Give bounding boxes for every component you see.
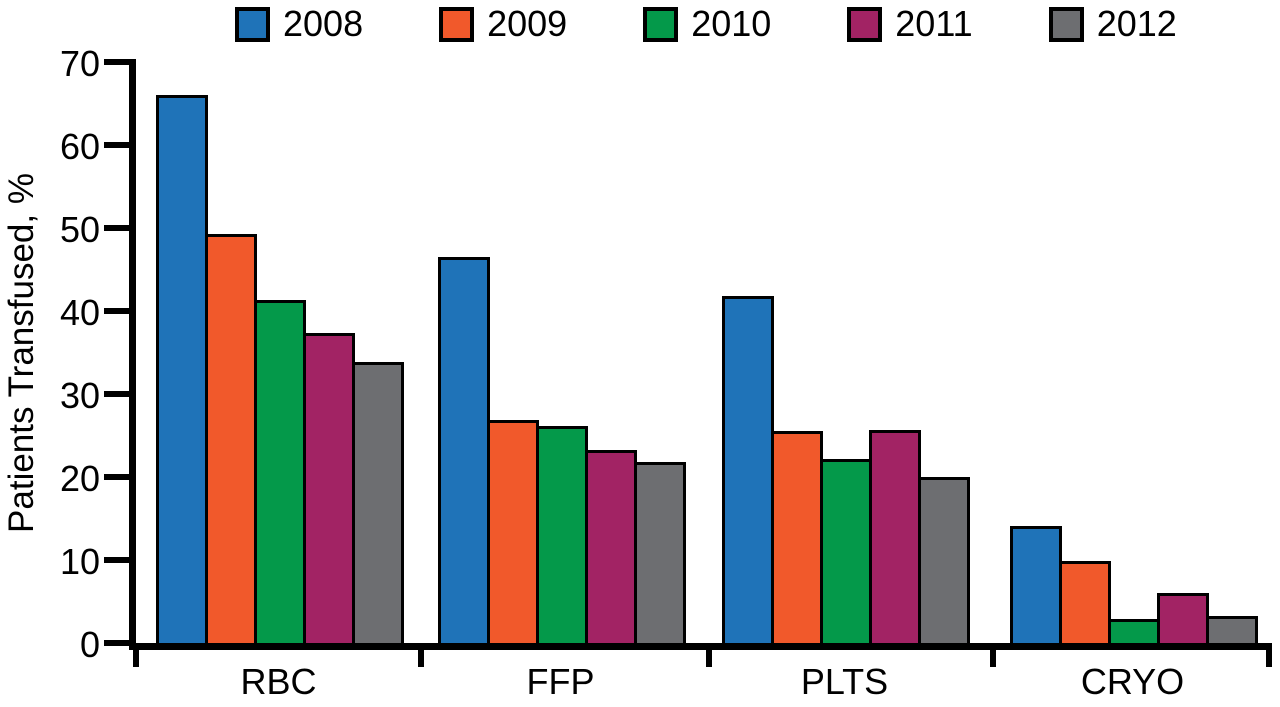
bar-2009-RBC: [205, 234, 257, 646]
y-tick-label-20: 20: [59, 458, 100, 499]
category-label-PLTS: PLTS: [800, 661, 889, 702]
x-tick-2: [706, 650, 712, 667]
y-tick-60: [104, 142, 130, 148]
legend-swatch-2009: [439, 6, 475, 42]
bar-2011-PLTS: [869, 430, 921, 646]
bar-2012-RBC: [352, 362, 404, 646]
category-label-FFP: FFP: [526, 661, 595, 702]
y-tick-70: [104, 59, 130, 65]
y-tick-10: [104, 557, 130, 563]
bar-2011-CRYO: [1157, 593, 1209, 646]
x-tick-0: [133, 650, 139, 667]
legend-swatch-2012: [1048, 6, 1084, 42]
x-axis-line: [129, 643, 1272, 650]
bar-2008-RBC: [156, 95, 208, 646]
y-tick-label-0: 0: [79, 624, 100, 665]
legend-item-2010: 2010: [643, 6, 771, 42]
legend-label-2011: 2011: [895, 3, 973, 44]
bar-2012-FFP: [634, 462, 686, 646]
bar-2012-CRYO: [1206, 616, 1258, 646]
legend-label-2008: 2008: [283, 3, 364, 44]
bar-2010-PLTS: [820, 459, 872, 646]
y-tick-label-10: 10: [59, 541, 100, 582]
bar-2009-PLTS: [771, 431, 823, 646]
bar-2008-CRYO: [1010, 526, 1062, 646]
bar-2008-FFP: [438, 257, 490, 646]
legend-item-2009: 2009: [439, 6, 567, 42]
y-tick-40: [104, 308, 130, 314]
legend-swatch-2011: [847, 6, 883, 42]
y-tick-30: [104, 391, 130, 397]
bar-2009-CRYO: [1059, 561, 1111, 646]
y-tick-0: [104, 640, 130, 646]
y-tick-label-50: 50: [59, 209, 100, 250]
bar-2011-RBC: [303, 333, 355, 646]
legend-swatch-2010: [643, 6, 679, 42]
y-axis-line: [129, 59, 136, 650]
bar-2010-CRYO: [1108, 619, 1160, 646]
category-label-CRYO: CRYO: [1080, 661, 1185, 702]
bar-2009-FFP: [487, 420, 539, 646]
legend-swatch-2008: [235, 6, 270, 42]
legend-item-2012: 2012: [1048, 3, 1177, 44]
x-tick-3: [990, 650, 996, 667]
bar-2011-FFP: [585, 450, 637, 646]
legend-label-2012: 2012: [1096, 3, 1177, 44]
legend-label-2010: 2010: [691, 3, 772, 44]
x-tick-1: [418, 650, 424, 667]
y-tick-label-70: 70: [59, 43, 100, 84]
legend-item-2008: 2008: [235, 6, 363, 42]
category-label-RBC: RBC: [240, 661, 317, 702]
bar-2008-PLTS: [722, 296, 774, 646]
legend-label-2009: 2009: [487, 3, 568, 44]
bar-2010-RBC: [254, 300, 306, 646]
y-tick-label-30: 30: [59, 375, 100, 416]
bar-2010-FFP: [536, 426, 588, 646]
x-tick-4: [1266, 650, 1272, 667]
bar-2012-PLTS: [918, 477, 970, 646]
legend-item-2011: 2011: [847, 3, 973, 44]
y-tick-label-60: 60: [59, 126, 100, 167]
y-tick-50: [104, 225, 130, 231]
y-tick-20: [104, 474, 130, 480]
y-tick-label-40: 40: [59, 292, 100, 333]
legend: 2008 2009 2010 2011 2012: [235, 2, 1177, 46]
